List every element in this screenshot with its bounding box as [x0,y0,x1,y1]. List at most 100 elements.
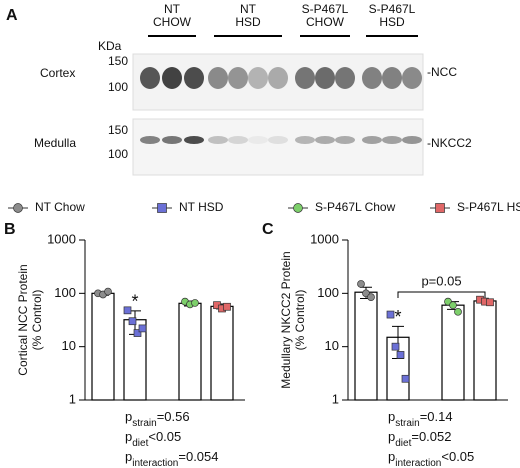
blot-group-label: HSD [379,15,405,29]
y-tick-label: 100 [54,285,76,300]
data-point [401,374,410,383]
blot-marker: 100 [108,80,128,94]
data-point [449,301,457,310]
blot-band [402,136,422,144]
y-tick-label: 1 [332,391,339,406]
data-point [223,302,231,311]
blot-group-label: HSD [235,15,261,29]
blot-unit: KDa [98,39,122,53]
blot-marker: 150 [108,54,128,68]
stat-line: pstrain=0.56 [125,409,190,429]
y-tick-label: 10 [62,338,76,353]
blot-band [228,67,248,89]
stat-part: diet [395,438,411,449]
data-point [138,324,147,333]
bar [354,291,378,401]
blot-group-label: NT [164,2,181,16]
blot-band [208,67,228,89]
y-axis-title-line: Medullary NKCC2 Protein [279,251,293,388]
data-point [386,310,395,319]
blot-band [315,67,335,89]
blot-band [228,136,248,144]
panel-label: A [6,7,18,24]
panel-label: B [4,221,16,238]
blot-band [335,67,355,89]
marker [13,203,23,213]
y-axis-title: Cortical NCC Protein(% Control) [16,264,44,375]
stat-part: p [125,449,132,464]
legend-label: NT HSD [179,200,224,214]
blot-row-label: Cortex [40,66,75,80]
blot-group-label: CHOW [306,15,345,29]
blot-band [140,136,160,144]
legend-label: S-P467L Chow [315,200,396,214]
legend-label: S-P467L HSD [457,200,520,214]
stat-line: pdiet<0.05 [125,429,181,449]
data-point [391,342,400,351]
y-tick-label: 1000 [47,231,76,246]
blot-band [382,136,402,144]
blot-band [248,136,268,144]
data-point [191,299,199,307]
blot-protein: -NKCC2 [427,136,472,150]
blot-band [162,67,182,89]
blot-band [162,136,182,144]
blot-marker: 100 [108,147,128,161]
y-axis-title-line: (% Control) [293,290,307,351]
stat-part: diet [132,438,148,449]
stat-part: =0.56 [157,409,190,424]
marker [157,203,167,213]
stat-line: pdiet=0.052 [388,429,451,449]
legend-label: NT Chow [35,200,85,214]
y-tick-label: 1 [69,391,76,406]
panel-label: C [262,221,274,238]
stat-part: <0.05 [441,449,474,464]
blot-band [402,67,422,89]
blot-protein: -NCC [427,65,457,79]
y-tick-label: 100 [317,285,339,300]
bar [178,302,202,401]
bar [473,300,497,401]
blot-group-label: S-P467L [369,2,416,16]
blot-band [248,67,268,89]
blot-band [140,67,160,89]
stat-part: interaction [132,458,178,468]
bar [210,305,234,401]
y-tick-label: 10 [325,338,339,353]
blot-band [295,67,315,89]
stat-part: p [388,449,395,464]
data-point [128,317,137,326]
comparison-bracket [397,291,486,298]
stat-part: interaction [395,458,441,468]
stat-part: strain [132,418,156,429]
blot-band [382,67,402,89]
stat-line: pinteraction=0.054 [125,449,219,468]
blot-band [335,136,355,144]
stat-part: =0.052 [411,429,451,444]
comparison-label: p=0.05 [421,273,461,288]
data-point [454,307,462,316]
blot-band [208,136,228,144]
data-point [104,287,112,296]
data-point [486,298,494,307]
stat-part: <0.05 [148,429,181,444]
blot-band [184,67,204,89]
blot-band [362,67,382,89]
stat-part: =0.054 [178,449,218,464]
bar [441,304,465,401]
stat-part: p [125,409,132,424]
data-point [367,293,375,301]
blot-membrane [132,118,424,176]
blot-band [362,136,382,144]
stat-part: =0.14 [420,409,453,424]
bar [91,292,115,401]
stat-part: strain [395,418,419,429]
blot-row-label: Medulla [34,136,76,150]
stat-part: p [388,409,395,424]
y-axis-title-line: (% Control) [30,290,44,351]
data-point [133,329,142,337]
marker [293,203,303,213]
blot-group-label: NT [240,2,257,16]
blot-bands [140,67,422,144]
